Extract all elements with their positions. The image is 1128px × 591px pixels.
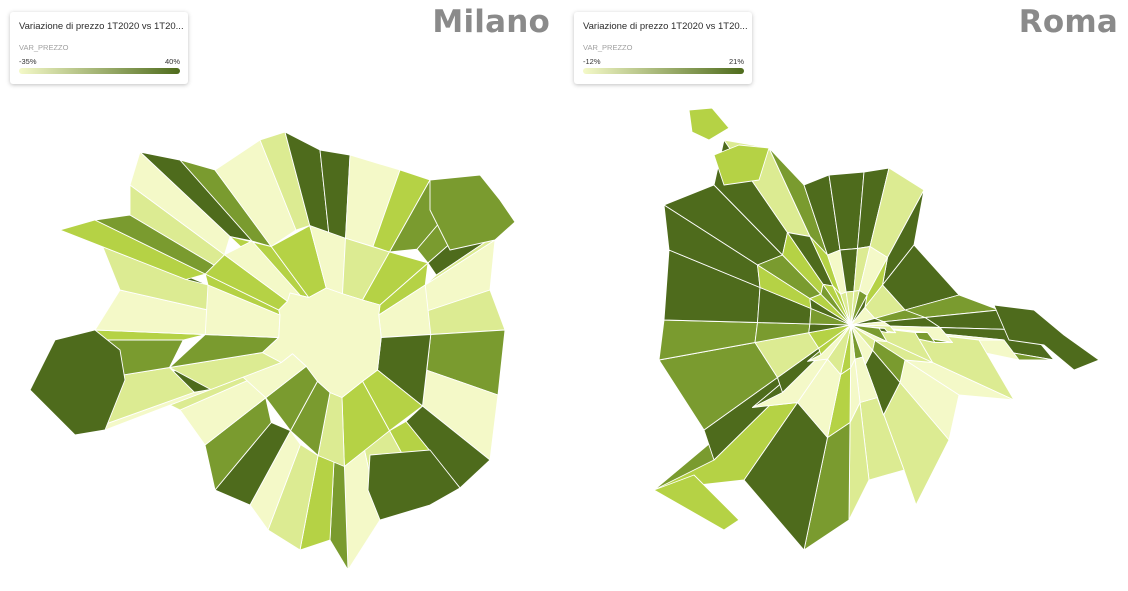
milano-district[interactable]: [29, 329, 126, 436]
roma-district[interactable]: [993, 304, 1100, 371]
city-title: Roma: [1018, 4, 1118, 40]
legend-title: Variazione di prezzo 1T2020 vs 1T20...: [19, 21, 184, 32]
roma-district[interactable]: [809, 298, 852, 326]
city-title: Milano: [432, 4, 550, 40]
milano-district[interactable]: [429, 174, 516, 251]
legend-color-ramp: [583, 68, 744, 74]
roma-legend: Variazione di prezzo 1T2020 vs 1T20... V…: [574, 12, 752, 84]
legend-color-ramp: [19, 68, 180, 74]
milano-district[interactable]: [262, 287, 382, 398]
roma-map-panel: Variazione di prezzo 1T2020 vs 1T20... V…: [564, 0, 1128, 591]
legend-variable: VAR_PREZZO: [19, 43, 69, 52]
legend-min-label: -35%: [19, 57, 37, 66]
legend-title: Variazione di prezzo 1T2020 vs 1T20...: [583, 21, 748, 32]
milano-map-panel: Variazione di prezzo 1T2020 vs 1T20... V…: [0, 0, 564, 591]
roma-district[interactable]: [688, 107, 730, 141]
milano-legend: Variazione di prezzo 1T2020 vs 1T20... V…: [10, 12, 188, 84]
roma-district[interactable]: [713, 144, 770, 186]
legend-variable: VAR_PREZZO: [583, 43, 633, 52]
milano-district[interactable]: [367, 449, 461, 521]
legend-min-label: -12%: [583, 57, 601, 66]
roma-choropleth[interactable]: [564, 0, 1128, 591]
legend-max-label: 21%: [728, 57, 744, 66]
legend-max-label: 40%: [164, 57, 180, 66]
roma-district[interactable]: [653, 474, 740, 531]
milano-choropleth[interactable]: [0, 0, 564, 591]
